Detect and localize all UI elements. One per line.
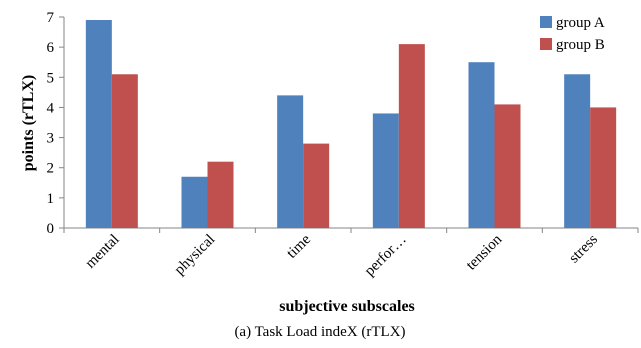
- y-tick-label: 4: [47, 100, 55, 116]
- y-tick-label: 0: [47, 221, 55, 237]
- x-axis-title: subjective subscales: [279, 298, 415, 315]
- y-tick-label: 5: [47, 70, 55, 86]
- legend-swatch-group-a: [540, 16, 552, 28]
- legend-swatch-group-b: [540, 38, 552, 50]
- legend-label-group-b: group B: [556, 37, 605, 53]
- y-tick-label: 6: [47, 40, 55, 56]
- figure-caption: (a) Task Load indeX (rTLX): [234, 324, 405, 340]
- bar-group-b: [590, 107, 617, 228]
- bar-group-b: [494, 104, 521, 228]
- x-category-label: tension: [463, 231, 505, 273]
- x-category-label: mental: [82, 232, 122, 272]
- x-category-label: stress: [566, 231, 601, 266]
- x-category-label: time: [284, 231, 314, 261]
- y-tick-label: 3: [47, 131, 55, 147]
- bar-group-b: [111, 74, 138, 229]
- y-tick-label: 2: [47, 161, 55, 177]
- bar-group-a: [85, 20, 112, 229]
- chart-legend: group A group B: [540, 15, 605, 53]
- y-axis-ticks: 0 1 2 3 4 5 6 7: [47, 10, 64, 237]
- bar-group-b: [398, 44, 425, 228]
- bar-group-a: [468, 62, 495, 228]
- bar-group-a: [372, 113, 399, 228]
- chart-bars: [85, 20, 617, 229]
- x-category-label: perfor…: [362, 232, 410, 280]
- y-tick-label: 1: [47, 191, 55, 207]
- y-tick-label: 7: [47, 10, 55, 26]
- x-axis-ticks: mental physical time perfor… tension stress: [63, 228, 639, 280]
- y-axis-title: points (rTLX): [20, 75, 37, 171]
- bar-group-a: [564, 74, 591, 229]
- legend-label-group-a: group A: [556, 15, 605, 31]
- bar-group-b: [207, 161, 234, 228]
- x-category-label: physical: [172, 232, 219, 279]
- bar-group-a: [181, 176, 208, 228]
- bar-group-a: [277, 95, 304, 228]
- bar-group-b: [303, 143, 330, 228]
